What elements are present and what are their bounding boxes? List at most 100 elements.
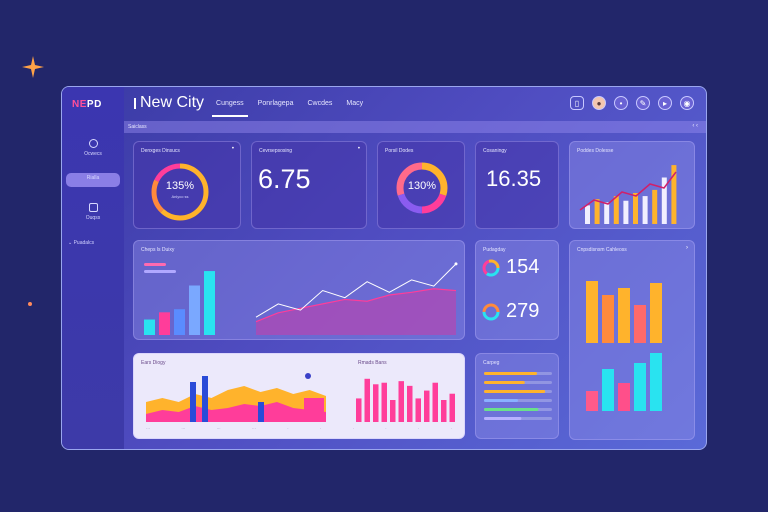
avatar[interactable]: ● — [592, 96, 606, 110]
series-line — [255, 288, 457, 323]
bar — [189, 285, 200, 335]
bar — [652, 189, 658, 224]
ring-chart — [482, 259, 500, 277]
metric-value-b: 279 — [506, 300, 540, 322]
card-label: Carpeg — [483, 360, 500, 366]
data-point — [454, 262, 458, 266]
donut-chart — [396, 162, 448, 214]
tab-3[interactable]: Cwcdes — [307, 99, 333, 107]
bar — [202, 376, 208, 422]
subbar: Saiclass ‹ ‹ — [124, 121, 706, 133]
bar — [174, 309, 185, 335]
bar — [618, 288, 630, 343]
progress-list — [484, 372, 552, 420]
progress-fill — [484, 417, 522, 420]
ring-segment — [482, 303, 500, 321]
bar — [586, 391, 598, 411]
edit-icon[interactable]: ✎ — [636, 96, 650, 110]
settings-icon[interactable]: ◉ — [680, 96, 694, 110]
card-bar-line: Poddes Dolesse — [569, 141, 695, 229]
toolbar-icons: ▯ ● • ✎ ▸ ◉ — [570, 96, 694, 110]
tab-1[interactable]: Cungess — [212, 99, 248, 117]
card-donut-2: Porsil Dodes 130% — [377, 141, 465, 229]
bar — [602, 295, 614, 343]
metric-value-a: 154 — [506, 256, 540, 278]
bar — [650, 353, 662, 411]
axis-ticks: ··· ··· ··· ··· · · · · · · — [146, 426, 452, 431]
sidebar-item-active[interactable]: Rialla — [66, 173, 120, 187]
progress-fill — [484, 372, 538, 375]
bar — [586, 281, 598, 343]
bar — [585, 205, 590, 224]
card-label: Poddes Dolesse — [577, 148, 614, 154]
bar — [604, 202, 610, 224]
sidebar-item-overview[interactable]: Ocwecs — [66, 139, 120, 157]
folder-icon — [88, 203, 98, 212]
ring-segment — [482, 259, 500, 277]
subbar-label: Saiclass — [128, 124, 147, 130]
tab-2[interactable]: Ponrlagepa — [257, 99, 294, 107]
tab-4[interactable]: Macy — [346, 99, 364, 107]
bar-chart — [356, 378, 455, 422]
donut-value: 130% — [407, 180, 437, 192]
donut-segment — [396, 162, 448, 214]
bar — [633, 193, 638, 224]
bar — [381, 382, 387, 422]
play-icon[interactable]: ▸ — [658, 96, 672, 110]
menu-icon[interactable]: • — [357, 146, 360, 152]
card-label: Cnpsdisnsm Cahleoss — [577, 247, 627, 253]
subbar-nav[interactable]: ‹ ‹ — [692, 123, 698, 129]
card-label: Cheps ls Duixy — [141, 247, 175, 253]
progress-fill — [484, 408, 539, 411]
book-icon[interactable]: ▯ — [570, 96, 584, 110]
trend-line — [579, 171, 677, 211]
bar — [650, 283, 662, 343]
bar — [424, 390, 430, 422]
bar — [618, 383, 630, 411]
bar — [159, 312, 170, 335]
card-label-2: Rmads Bans — [358, 360, 387, 366]
bar-chart — [586, 281, 662, 411]
bar — [613, 196, 619, 224]
ring-chart — [482, 303, 500, 321]
menu-icon[interactable]: • — [231, 146, 234, 152]
donut-segment — [151, 163, 209, 221]
line-chart — [255, 262, 458, 335]
logo: NEPD — [72, 99, 102, 110]
chevron-right-icon[interactable]: › — [686, 245, 688, 251]
legend-swatch — [144, 263, 166, 266]
card-small-metrics: Pudagday 154 279 — [475, 240, 559, 340]
progress-fill — [484, 390, 546, 393]
bar — [449, 393, 455, 422]
bar — [623, 200, 629, 224]
card-progress-list: Carpeg — [475, 353, 559, 439]
topbar: New City Cungess Ponrlagepa Cwcdes Macy … — [124, 87, 706, 119]
bar — [634, 363, 646, 411]
area-chart — [146, 373, 326, 422]
bar — [594, 199, 600, 224]
progress-fill — [484, 381, 525, 384]
card-label: Pudagday — [483, 247, 506, 253]
card-combo-chart: Cheps ls Duixy — [133, 240, 465, 340]
donut-chart — [151, 163, 209, 221]
card-double-bar: Cnpsdisnsm Cahleoss › — [569, 240, 695, 440]
progress-fill — [484, 399, 518, 402]
card-area-bars: Ears Diogy Rmads Bans ··· ··· ··· ··· · · · · · · — [133, 353, 465, 439]
bar — [671, 165, 677, 224]
donut-value: 135% — [165, 180, 195, 192]
bar — [356, 398, 362, 422]
bar — [642, 196, 648, 224]
notification-icon[interactable]: • — [614, 96, 628, 110]
ring-segment — [482, 259, 500, 277]
bar — [304, 398, 324, 422]
bar-line-chart — [579, 165, 677, 224]
bar — [398, 381, 404, 422]
area-fill — [256, 288, 456, 335]
sidebar: NEPD Ocwecs Rialla Ouqss ⌄ Puadalcs — [62, 87, 124, 449]
bar — [432, 382, 438, 422]
card-label: Cevrsepsosing — [259, 148, 293, 154]
donut-segment — [151, 163, 209, 221]
sidebar-section[interactable]: ⌄ Puadalcs — [68, 240, 95, 246]
sidebar-item-other[interactable]: Ouqss — [66, 203, 120, 221]
series-line — [255, 263, 457, 318]
